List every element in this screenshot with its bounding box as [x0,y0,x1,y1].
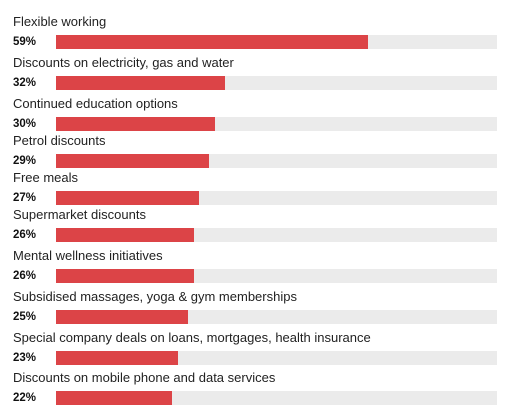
bar [56,191,199,205]
category-label: Discounts on electricity, gas and water [13,55,234,70]
value-label: 27% [13,192,37,204]
bar-track [56,351,497,365]
value-label: 25% [13,311,37,323]
category-label: Mental wellness initiatives [13,248,163,263]
bar-track [56,76,497,90]
bar [56,269,194,283]
bar-track [56,228,497,242]
value-label: 26% [13,270,37,282]
bar-track [56,269,497,283]
bar [56,391,172,405]
bar [56,351,178,365]
value-label: 29% [13,155,37,167]
category-label: Petrol discounts [13,133,106,148]
value-label: 26% [13,229,37,241]
bar-track [56,310,497,324]
value-label: 32% [13,77,37,89]
value-label: 23% [13,352,37,364]
category-label: Discounts on mobile phone and data servi… [13,370,276,385]
category-label: Continued education options [13,96,178,111]
bar [56,35,368,49]
bar [56,117,215,131]
category-label: Supermarket discounts [13,207,146,222]
category-label: Subsidised massages, yoga & gym membersh… [13,289,297,304]
bar-track [56,154,497,168]
bar [56,76,225,90]
category-label: Free meals [13,170,79,185]
bar [56,310,188,324]
value-label: 30% [13,118,37,130]
bar-track [56,391,497,405]
bar-track [56,35,497,49]
bar-track [56,117,497,131]
bar [56,228,194,242]
value-label: 22% [13,392,37,404]
value-label: 59% [13,36,37,48]
bar-track [56,191,497,205]
category-label: Flexible working [13,14,107,29]
category-label: Special company deals on loans, mortgage… [13,330,371,345]
bar [56,154,209,168]
